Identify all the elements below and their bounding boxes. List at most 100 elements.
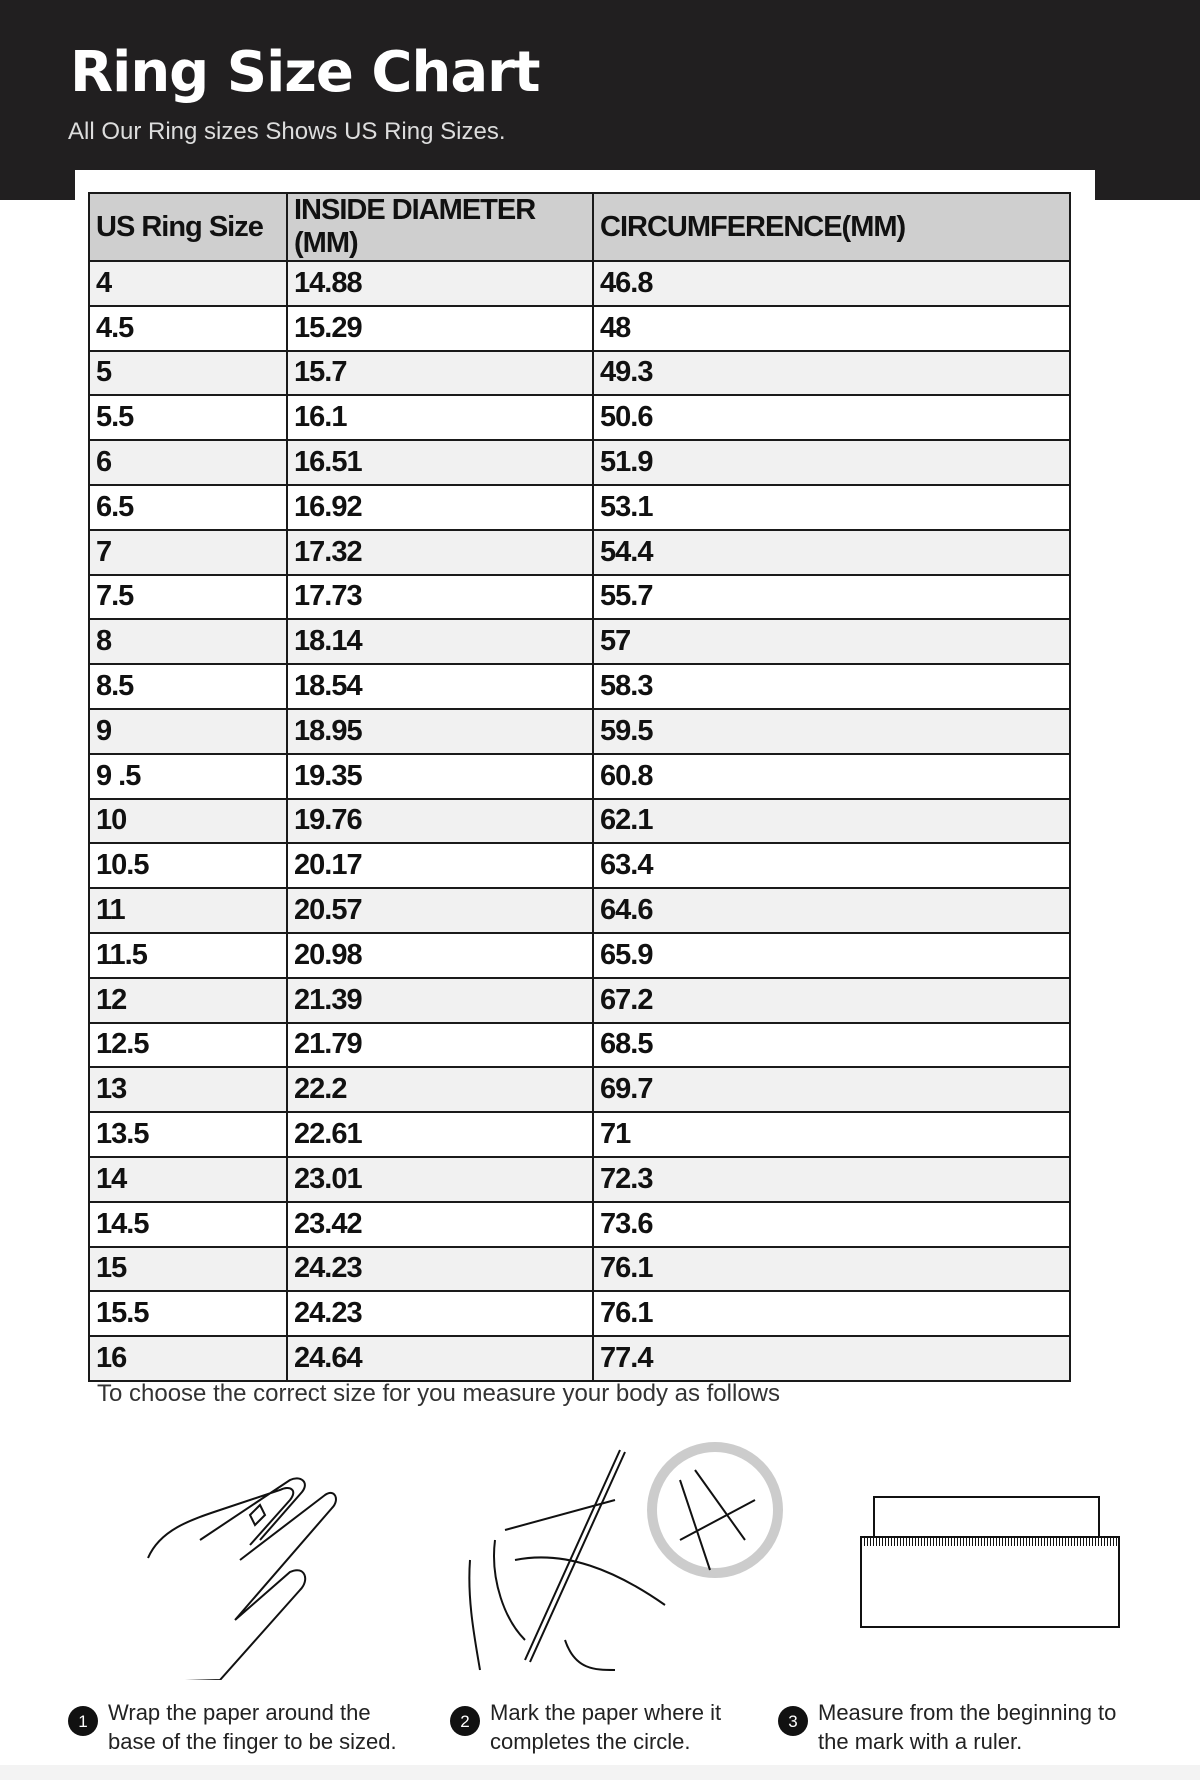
table-row: 7.5 17.73 55.7 bbox=[88, 573, 1071, 621]
table-cell: 57 bbox=[592, 618, 1071, 666]
table-cell: 69.7 bbox=[592, 1066, 1071, 1114]
table-cell: 21.39 bbox=[286, 976, 594, 1024]
table-cell: 15.5 bbox=[88, 1290, 288, 1338]
table-cell: 18.54 bbox=[286, 663, 594, 710]
page-subtitle: All Our Ring sizes Shows US Ring Sizes. bbox=[68, 118, 506, 145]
pen-mark-icon bbox=[468, 1442, 783, 1671]
step-number-badge: 2 bbox=[450, 1706, 480, 1736]
table-row: 10 19.76 62.1 bbox=[88, 797, 1071, 845]
table-cell: 13.5 bbox=[88, 1111, 288, 1158]
table-cell: 49.3 bbox=[592, 349, 1071, 397]
table-cell: 11.5 bbox=[88, 931, 288, 979]
table-row: 11 20.57 64.6 bbox=[88, 887, 1071, 934]
table-row: 12 21.39 67.2 bbox=[88, 976, 1071, 1024]
table-cell: 9 .5 bbox=[88, 752, 288, 800]
table-cell: 76.1 bbox=[592, 1245, 1071, 1293]
step-text: base of the finger to be sized. bbox=[108, 1729, 397, 1754]
table-cell: 55.7 bbox=[592, 573, 1071, 621]
table-cell: 24.64 bbox=[286, 1335, 594, 1382]
table-cell: 16.92 bbox=[286, 483, 594, 531]
table-cell: 60.8 bbox=[592, 752, 1071, 800]
table-cell: 7 bbox=[88, 528, 288, 576]
page-title: Ring Size Chart bbox=[70, 40, 541, 105]
table-cell: 46.8 bbox=[592, 260, 1071, 307]
table-cell: 14.88 bbox=[286, 260, 594, 307]
table-cell: 62.1 bbox=[592, 797, 1071, 845]
instructions-intro: To choose the correct size for you measu… bbox=[97, 1380, 780, 1407]
column-header: US Ring Size bbox=[88, 192, 288, 262]
table-cell: 4 bbox=[88, 260, 288, 307]
table-cell: 54.4 bbox=[592, 528, 1071, 576]
table-cell: 21.79 bbox=[286, 1021, 594, 1069]
ruler-icon bbox=[860, 1496, 1120, 1628]
table-cell: 53.1 bbox=[592, 483, 1071, 531]
table-cell: 15.7 bbox=[286, 349, 594, 397]
table-cell: 68.5 bbox=[592, 1021, 1071, 1069]
table-cell: 63.4 bbox=[592, 842, 1071, 890]
table-cell: 8.5 bbox=[88, 663, 288, 710]
table-cell: 19.76 bbox=[286, 797, 594, 845]
step-number-badge: 3 bbox=[778, 1706, 808, 1736]
table-row: 16 24.64 77.4 bbox=[88, 1335, 1071, 1382]
table-cell: 64.6 bbox=[592, 887, 1071, 934]
table-row: 15 24.23 76.1 bbox=[88, 1245, 1071, 1293]
table-row: 14.5 23.42 73.6 bbox=[88, 1200, 1071, 1248]
table-cell: 16.1 bbox=[286, 394, 594, 442]
table-cell: 4.5 bbox=[88, 304, 288, 352]
table-row: 8 18.14 57 bbox=[88, 618, 1071, 666]
table-cell: 14 bbox=[88, 1155, 288, 1203]
table-cell: 72.3 bbox=[592, 1155, 1071, 1203]
table-cell: 76.1 bbox=[592, 1290, 1071, 1338]
table-row: 4.5 15.29 48 bbox=[88, 304, 1071, 352]
ring-size-table: US Ring Size INSIDE DIAMETER (MM) CIRCUM… bbox=[88, 192, 1071, 1382]
table-cell: 58.3 bbox=[592, 663, 1071, 710]
table-cell: 20.98 bbox=[286, 931, 594, 979]
table-cell: 16.51 bbox=[286, 439, 594, 486]
table-cell: 12 bbox=[88, 976, 288, 1024]
table-row: 13.5 22.61 71 bbox=[88, 1111, 1071, 1158]
table-cell: 15 bbox=[88, 1245, 288, 1293]
table-cell: 23.42 bbox=[286, 1200, 594, 1248]
table-cell: 10.5 bbox=[88, 842, 288, 890]
step-2: 2 Mark the paper where it completes the ci… bbox=[450, 1698, 721, 1756]
table-cell: 16 bbox=[88, 1335, 288, 1382]
table-row: 9 18.95 59.5 bbox=[88, 707, 1071, 755]
table-row: 11.5 20.98 65.9 bbox=[88, 931, 1071, 979]
table-cell: 23.01 bbox=[286, 1155, 594, 1203]
table-row: 10.5 20.17 63.4 bbox=[88, 842, 1071, 890]
table-cell: 9 bbox=[88, 707, 288, 755]
table-cell: 10 bbox=[88, 797, 288, 845]
table-cell: 14.5 bbox=[88, 1200, 288, 1248]
table-cell: 17.73 bbox=[286, 573, 594, 621]
table-row: 15.5 24.23 76.1 bbox=[88, 1290, 1071, 1338]
table-cell: 6.5 bbox=[88, 483, 288, 531]
table-cell: 73.6 bbox=[592, 1200, 1071, 1248]
table-cell: 77.4 bbox=[592, 1335, 1071, 1382]
table-cell: 7.5 bbox=[88, 573, 288, 621]
step-3: 3 Measure from the beginning to the mark w… bbox=[778, 1698, 1116, 1756]
table-cell: 19.35 bbox=[286, 752, 594, 800]
table-cell: 71 bbox=[592, 1111, 1071, 1158]
table-cell: 6 bbox=[88, 439, 288, 486]
table-cell: 18.14 bbox=[286, 618, 594, 666]
table-header-row: US Ring Size INSIDE DIAMETER (MM) CIRCUM… bbox=[88, 192, 1071, 262]
column-header: INSIDE DIAMETER (MM) bbox=[286, 192, 594, 262]
table-cell: 51.9 bbox=[592, 439, 1071, 486]
table-cell: 65.9 bbox=[592, 931, 1071, 979]
table-cell: 22.61 bbox=[286, 1111, 594, 1158]
table-cell: 5.5 bbox=[88, 394, 288, 442]
table-row: 7 17.32 54.4 bbox=[88, 528, 1071, 576]
step-text: Measure from the beginning to bbox=[818, 1700, 1117, 1725]
table-cell: 15.29 bbox=[286, 304, 594, 352]
table-cell: 67.2 bbox=[592, 976, 1071, 1024]
table-cell: 13 bbox=[88, 1066, 288, 1114]
step-text: the mark with a ruler. bbox=[818, 1729, 1023, 1754]
step-text: Mark the paper where it bbox=[490, 1700, 722, 1725]
table-cell: 11 bbox=[88, 887, 288, 934]
table-cell: 20.17 bbox=[286, 842, 594, 890]
table-cell: 22.2 bbox=[286, 1066, 594, 1114]
column-header: CIRCUMFERENCE(MM) bbox=[592, 192, 1071, 262]
table-row: 6.5 16.92 53.1 bbox=[88, 483, 1071, 531]
table-cell: 12.5 bbox=[88, 1021, 288, 1069]
table-cell: 8 bbox=[88, 618, 288, 666]
